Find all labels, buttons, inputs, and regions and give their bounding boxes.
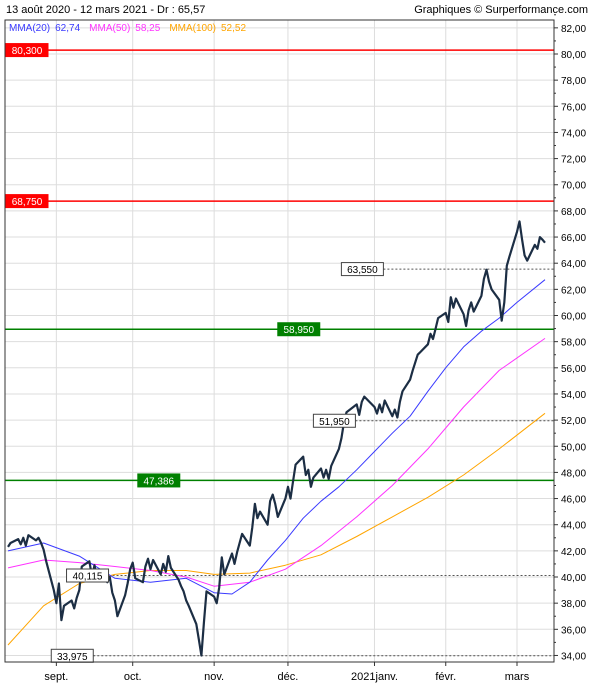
- level-label-box: [312, 413, 356, 428]
- y-tick-label: 54,00: [561, 390, 586, 401]
- y-tick-label: 82,00: [561, 24, 586, 35]
- y-tick-label: 42,00: [561, 547, 586, 558]
- y-tick-label: 34,00: [561, 651, 586, 662]
- chart-credit: Graphiques © Surperformance.com: [414, 4, 588, 16]
- level-label: 63,550: [347, 265, 378, 276]
- x-tick-label: févr.: [435, 671, 456, 683]
- level-label-box: [137, 473, 181, 488]
- level-labels: 80,300 68,750 58,950 47,386 63,550 51,950 40,1…: [5, 43, 384, 663]
- y-tick-label: 56,00: [561, 364, 586, 375]
- y-tick-label: 68,00: [561, 207, 586, 218]
- level-label-box: [5, 194, 49, 209]
- x-tick-label: mars: [505, 671, 530, 683]
- y-tick-label: 60,00: [561, 312, 586, 323]
- y-tick-label: 38,00: [561, 599, 586, 610]
- level-label: 33,975: [57, 652, 88, 663]
- legend-label: MMA(50): [89, 23, 130, 34]
- level-label: 40,115: [73, 572, 103, 583]
- y-axis: 34,00 36,00 38,00 40,00 42,00 44,00 46,00 48,00…: [554, 14, 586, 662]
- plot-frame: [4, 19, 555, 663]
- y-tick-label: 78,00: [561, 76, 586, 87]
- moving-average-line: [7, 279, 546, 595]
- y-tick-label: 50,00: [561, 442, 586, 453]
- chart-period: 13 août 2020 - 12 mars 2021 - Dr : 65,57: [6, 4, 205, 16]
- level-label: 51,950: [319, 417, 350, 428]
- y-tick-label: 40,00: [561, 573, 586, 584]
- level-label-box: [66, 568, 110, 583]
- y-tick-label: 48,00: [561, 468, 586, 479]
- level-label-box: [340, 262, 384, 277]
- y-tick-label: 70,00: [561, 181, 586, 192]
- y-tick-label: 62,00: [561, 285, 586, 296]
- x-tick-label: sept.: [44, 671, 68, 683]
- y-tick-label: 66,00: [561, 233, 586, 244]
- moving-average-line: [7, 337, 546, 587]
- level-label: 58,950: [283, 325, 314, 336]
- legend: MMA(20) 62,74 MMA(50) 58,25 MMA(100) 52,52: [9, 23, 246, 34]
- y-tick-label: 76,00: [561, 102, 586, 113]
- y-tick-label: 72,00: [561, 155, 586, 166]
- legend-label: MMA(100): [169, 23, 216, 34]
- level-label: 47,386: [143, 476, 174, 487]
- x-axis: sept. oct. nov. déc. 2021janv. févr. mars: [44, 662, 530, 683]
- x-tick-label: déc.: [278, 671, 299, 683]
- level-label: 80,300: [12, 46, 43, 57]
- level-label-box: [5, 43, 49, 58]
- y-tick-label: 74,00: [561, 128, 586, 139]
- y-tick-label: 36,00: [561, 625, 586, 636]
- y-tick-label: 64,00: [561, 259, 586, 270]
- x-tick-label: 2021janv.: [351, 671, 398, 683]
- legend-value: 58,25: [135, 23, 160, 34]
- y-tick-label: 44,00: [561, 521, 586, 532]
- legend-label: MMA(20): [9, 23, 50, 34]
- y-tick-label: 58,00: [561, 338, 586, 349]
- y-tick-label: 80,00: [561, 50, 586, 61]
- level-label: 68,750: [12, 197, 43, 208]
- legend-value: 52,52: [221, 23, 246, 34]
- y-tick-label: 46,00: [561, 495, 586, 506]
- x-tick-label: nov.: [204, 671, 224, 683]
- y-tick-label: 52,00: [561, 416, 586, 427]
- gridlines: [5, 20, 554, 662]
- legend-value: 62,74: [55, 23, 80, 34]
- x-tick-label: oct.: [124, 671, 142, 683]
- level-label-box: [277, 322, 321, 337]
